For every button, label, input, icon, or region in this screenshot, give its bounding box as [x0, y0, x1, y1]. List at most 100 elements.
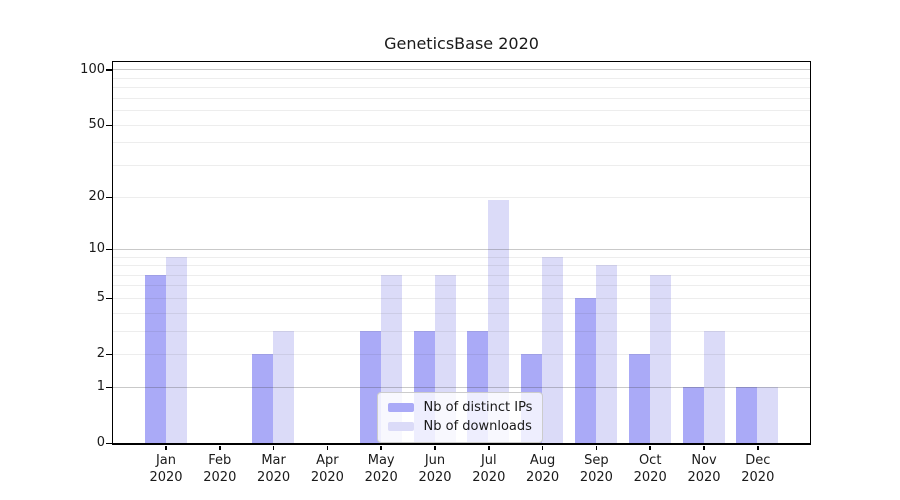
- y-tick-label: 5: [96, 290, 105, 306]
- bar-downloads-mar: [273, 330, 295, 443]
- bar-distinct-ips-jan: [144, 274, 166, 443]
- x-tick-label: Mar 2020: [242, 453, 306, 486]
- y-tick-mark: [105, 124, 112, 127]
- x-tick-label-line: Apr: [316, 453, 339, 468]
- x-tick-label: May 2020: [349, 453, 413, 486]
- x-tick-mark: [649, 445, 651, 450]
- x-tick-label-line: 2020: [579, 469, 613, 485]
- y-tick-label: 100: [80, 61, 105, 77]
- x-tick-label-line: May: [367, 453, 395, 468]
- bar-downloads-sep: [595, 265, 617, 443]
- y-tick-mark: [105, 442, 112, 445]
- y-tick-mark: [105, 353, 112, 356]
- gridline-minor: [112, 142, 810, 144]
- x-tick-mark: [380, 445, 382, 450]
- legend-swatch: [387, 421, 414, 431]
- bar-distinct-ips-may: [359, 330, 381, 443]
- y-tick-mark: [105, 297, 112, 300]
- legend: Nb of distinct IPs Nb of downloads: [376, 391, 544, 443]
- x-tick-label-line: Sep: [584, 453, 609, 468]
- bar-distinct-ips-dec: [736, 386, 758, 443]
- x-tick-label: Feb 2020: [188, 453, 252, 486]
- x-tick-label-line: 2020: [472, 469, 506, 485]
- x-tick-label: Nov 2020: [672, 453, 736, 486]
- y-tick-label: 2: [96, 346, 105, 362]
- gridline-minor: [112, 87, 810, 89]
- gridline-minor: [112, 110, 810, 112]
- x-tick-label-line: 2020: [364, 469, 398, 485]
- gridline-minor: [112, 77, 810, 79]
- gridline-major: [112, 69, 810, 71]
- x-tick-label-line: Dec: [745, 453, 771, 468]
- x-tick-label: Aug 2020: [511, 453, 575, 486]
- bar-distinct-ips-mar: [252, 353, 274, 443]
- gridline-minor: [112, 256, 810, 258]
- x-tick-label-line: 2020: [526, 469, 560, 485]
- gridline-minor: [112, 312, 810, 314]
- x-tick-label-line: Nov: [691, 453, 717, 468]
- x-tick-label: Jul 2020: [457, 453, 521, 486]
- gridline-minor: [112, 165, 810, 167]
- x-tick-mark: [703, 445, 705, 450]
- legend-row: Nb of distinct IPs: [387, 398, 533, 417]
- gridline-minor: [112, 274, 810, 276]
- bar-downloads-jul: [488, 200, 510, 443]
- x-tick-label-line: Feb: [208, 453, 232, 468]
- bar-distinct-ips-oct: [628, 353, 650, 443]
- bar-distinct-ips-nov: [682, 386, 704, 443]
- x-tick-label-line: Jul: [480, 453, 497, 468]
- gridline-minor: [112, 265, 810, 267]
- gridline-minor: [112, 297, 810, 299]
- bar-downloads-nov: [703, 330, 725, 443]
- gridline-major: [112, 248, 810, 250]
- chart-title: GeneticsBase 2020: [384, 34, 539, 53]
- x-tick-label-line: Jun: [424, 453, 446, 468]
- y-tick-label: 1: [96, 379, 105, 395]
- x-tick-mark: [219, 445, 221, 450]
- bar-downloads-oct: [649, 274, 671, 443]
- x-tick-mark: [165, 445, 167, 450]
- x-tick-mark: [272, 445, 275, 450]
- x-tick-mark: [541, 445, 544, 450]
- bar-downloads-aug: [542, 256, 564, 443]
- y-tick-mark: [105, 248, 112, 251]
- x-tick-label-line: 2020: [310, 469, 344, 485]
- x-tick-label-line: 2020: [149, 469, 183, 485]
- x-tick-label-line: Oct: [638, 453, 662, 468]
- gridline-minor: [112, 285, 810, 287]
- bar-downloads-jan: [165, 256, 187, 443]
- legend-row: Nb of downloads: [387, 417, 533, 436]
- y-tick-label: 0: [96, 435, 105, 451]
- x-tick-label: Sep 2020: [564, 453, 628, 486]
- x-tick-label-line: Mar: [261, 453, 286, 468]
- bar-downloads-dec: [757, 386, 779, 443]
- x-tick-mark: [434, 445, 436, 450]
- legend-label: Nb of distinct IPs: [423, 399, 533, 415]
- x-tick-label: Dec 2020: [726, 453, 790, 486]
- bar-distinct-ips-sep: [574, 297, 596, 443]
- y-tick-mark: [105, 196, 112, 199]
- x-tick-label-line: 2020: [741, 469, 775, 485]
- y-tick-label: 10: [88, 241, 105, 257]
- x-tick-label: Apr 2020: [295, 453, 359, 486]
- gridline-minor: [112, 196, 810, 198]
- gridline-minor: [112, 98, 810, 99]
- x-tick-label: Jan 2020: [134, 453, 198, 486]
- y-tick-label: 50: [88, 117, 105, 133]
- x-tick-mark: [488, 445, 490, 450]
- x-tick-mark: [595, 445, 598, 450]
- x-tick-label-line: Aug: [529, 453, 556, 468]
- y-tick-mark: [105, 69, 112, 71]
- y-tick-mark: [105, 386, 112, 389]
- x-tick-label-line: 2020: [418, 469, 452, 485]
- x-tick-mark: [326, 445, 329, 450]
- legend-label: Nb of downloads: [423, 418, 532, 434]
- x-tick-label-line: 2020: [633, 469, 667, 485]
- x-tick-mark: [757, 445, 759, 450]
- x-tick-label-line: Jan: [155, 453, 177, 468]
- x-tick-label-line: 2020: [687, 469, 721, 485]
- gridline-minor: [112, 124, 810, 126]
- x-tick-label-line: 2020: [257, 469, 291, 485]
- x-tick-label: Jun 2020: [403, 453, 467, 486]
